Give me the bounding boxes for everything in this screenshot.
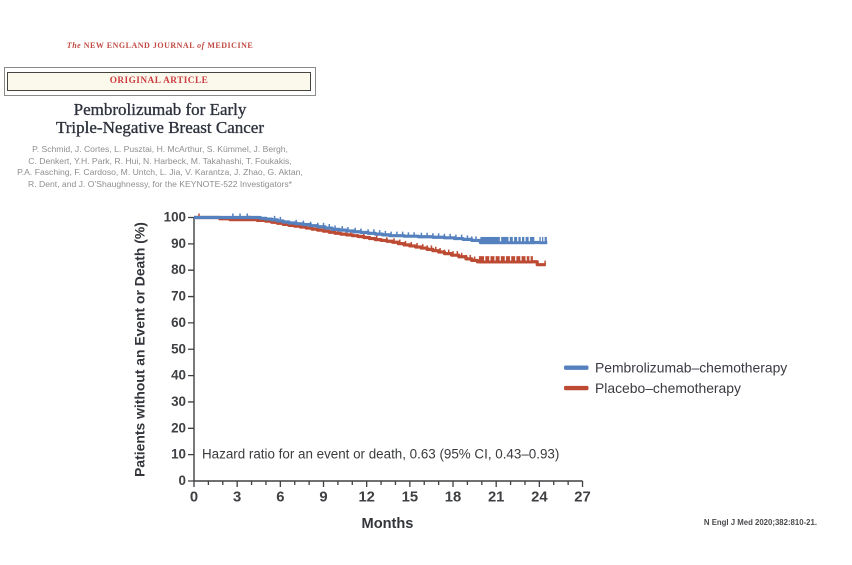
svg-text:50: 50 xyxy=(171,341,186,356)
svg-text:24: 24 xyxy=(531,490,548,506)
svg-text:80: 80 xyxy=(171,262,186,277)
svg-text:90: 90 xyxy=(171,236,186,251)
svg-text:0: 0 xyxy=(179,473,186,488)
svg-text:12: 12 xyxy=(358,490,374,506)
svg-text:Patients without an Event or D: Patients without an Event or Death (%) xyxy=(132,222,148,477)
svg-text:40: 40 xyxy=(171,368,186,383)
svg-text:Pembrolizumab–chemotherapy: Pembrolizumab–chemotherapy xyxy=(595,360,787,376)
svg-text:70: 70 xyxy=(171,289,186,304)
svg-text:21: 21 xyxy=(488,490,504,506)
svg-text:Placebo–chemotherapy: Placebo–chemotherapy xyxy=(595,380,741,396)
svg-text:Hazard ratio for an event or d: Hazard ratio for an event or death, 0.63… xyxy=(202,447,559,462)
svg-text:30: 30 xyxy=(171,394,186,409)
svg-text:Months: Months xyxy=(362,516,414,532)
svg-text:0: 0 xyxy=(190,490,198,506)
svg-text:20: 20 xyxy=(171,420,186,435)
svg-text:6: 6 xyxy=(276,490,284,506)
svg-text:9: 9 xyxy=(319,490,327,506)
svg-text:10: 10 xyxy=(171,447,186,462)
svg-text:N Engl J Med 2020;382:810-21.: N Engl J Med 2020;382:810-21. xyxy=(704,518,817,527)
svg-text:100: 100 xyxy=(164,210,186,225)
svg-text:3: 3 xyxy=(233,490,241,506)
svg-text:15: 15 xyxy=(402,490,418,506)
svg-text:27: 27 xyxy=(574,490,590,506)
svg-text:60: 60 xyxy=(171,315,186,330)
svg-text:18: 18 xyxy=(445,490,461,506)
